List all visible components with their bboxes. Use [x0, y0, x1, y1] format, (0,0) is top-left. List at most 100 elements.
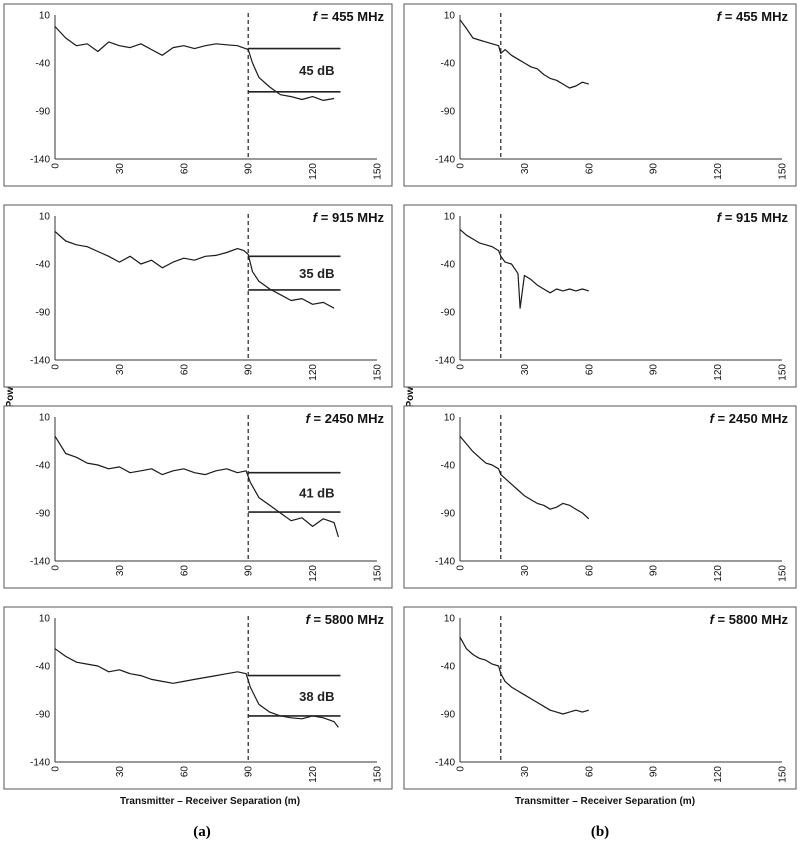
- x-tick-label: 120: [308, 163, 319, 180]
- y-tick-label: -90: [36, 710, 51, 721]
- panel-frame: [403, 405, 797, 589]
- x-tick-label: 150: [373, 364, 384, 381]
- x-tick-label: 90: [244, 766, 255, 778]
- received-power-series: [54, 230, 335, 309]
- frequency-equals: =: [317, 210, 332, 225]
- panel-frame: [403, 3, 797, 187]
- x-tick-label: 150: [373, 565, 384, 582]
- x-tick-label: 0: [456, 766, 467, 772]
- x-tick-label: 120: [308, 565, 319, 582]
- x-tick-label: 90: [649, 364, 660, 376]
- frequency-value: 915 MHz: [332, 210, 385, 225]
- frequency-label: f = 915 MHz: [313, 210, 385, 225]
- y-axis-title-b: Received Power (dBm): [405, 346, 416, 454]
- y-tick-label: -90: [441, 710, 456, 721]
- x-tick-label: 90: [244, 364, 255, 376]
- y-tick-label: -140: [435, 155, 455, 166]
- y-tick-label: -90: [36, 308, 51, 319]
- x-tick-label: 120: [713, 766, 724, 783]
- frequency-symbol: f: [717, 9, 723, 24]
- x-axis-title-a: Transmitter – Receiver Separation (m): [120, 796, 300, 807]
- y-tick-label: -40: [441, 662, 456, 673]
- x-tick-label: 150: [373, 766, 384, 783]
- frequency-label: f = 455 MHz: [313, 9, 385, 24]
- x-tick-label: 150: [373, 163, 384, 180]
- x-tick-label: 30: [115, 565, 126, 577]
- x-tick-label: 60: [179, 163, 190, 175]
- attenuation-label: 41 dB: [299, 485, 334, 500]
- x-tick-label: 0: [51, 364, 62, 370]
- y-tick-label: -140: [435, 758, 455, 769]
- panel-frame: [403, 204, 797, 388]
- frequency-value: 2450 MHz: [325, 411, 385, 426]
- y-tick-label: 10: [444, 212, 456, 223]
- frequency-equals: =: [714, 411, 729, 426]
- panel-frame: [3, 3, 393, 187]
- x-tick-label: 60: [584, 565, 595, 577]
- y-tick-label: -90: [36, 509, 51, 520]
- y-tick-label: 10: [39, 413, 51, 424]
- panel-frame: [403, 606, 797, 790]
- y-tick-label: 10: [39, 212, 51, 223]
- column-label-b: (b): [591, 824, 609, 840]
- frequency-label: f = 5800 MHz: [710, 612, 789, 627]
- frequency-value: 455 MHz: [332, 9, 385, 24]
- frequency-equals: =: [310, 612, 325, 627]
- y-tick-label: -40: [441, 260, 456, 271]
- received-power-series: [459, 636, 589, 715]
- frequency-label: f = 455 MHz: [717, 9, 789, 24]
- x-tick-label: 0: [456, 163, 467, 169]
- x-tick-label: 90: [244, 565, 255, 577]
- y-tick-label: -140: [30, 356, 50, 367]
- x-tick-label: 30: [115, 766, 126, 778]
- frequency-symbol: f: [710, 411, 716, 426]
- y-tick-label: -40: [36, 461, 51, 472]
- panel-frame: [3, 204, 393, 388]
- y-tick-label: -90: [441, 107, 456, 118]
- frequency-equals: =: [310, 411, 325, 426]
- x-tick-label: 0: [51, 163, 62, 169]
- y-tick-label: -140: [30, 758, 50, 769]
- frequency-label: f = 5800 MHz: [306, 612, 385, 627]
- frequency-equals: =: [721, 210, 736, 225]
- y-tick-label: 10: [444, 11, 456, 22]
- x-tick-label: 30: [520, 364, 531, 376]
- y-tick-label: -90: [441, 509, 456, 520]
- x-tick-label: 60: [584, 766, 595, 778]
- frequency-label: f = 2450 MHz: [306, 411, 385, 426]
- frequency-symbol: f: [313, 210, 319, 225]
- y-tick-label: -140: [435, 356, 455, 367]
- received-power-series: [54, 435, 339, 538]
- x-tick-label: 90: [649, 163, 660, 175]
- frequency-value: 5800 MHz: [729, 612, 789, 627]
- x-tick-label: 120: [713, 364, 724, 381]
- x-tick-label: 30: [115, 364, 126, 376]
- x-tick-label: 90: [244, 163, 255, 175]
- x-axis-title-b: Transmitter – Receiver Separation (m): [515, 796, 695, 807]
- x-tick-label: 30: [520, 565, 531, 577]
- frequency-symbol: f: [710, 612, 716, 627]
- x-tick-label: 150: [778, 766, 789, 783]
- x-tick-label: 120: [713, 163, 724, 180]
- x-tick-label: 120: [713, 565, 724, 582]
- frequency-symbol: f: [313, 9, 319, 24]
- x-tick-label: 60: [179, 766, 190, 778]
- panel-frame: [3, 606, 393, 790]
- x-tick-label: 30: [520, 163, 531, 175]
- x-tick-label: 0: [456, 364, 467, 370]
- x-tick-label: 120: [308, 766, 319, 783]
- frequency-value: 2450 MHz: [729, 411, 789, 426]
- frequency-value: 915 MHz: [736, 210, 789, 225]
- received-power-series: [459, 19, 589, 89]
- frequency-value: 5800 MHz: [325, 612, 385, 627]
- y-tick-label: -90: [36, 107, 51, 118]
- frequency-equals: =: [714, 612, 729, 627]
- x-tick-label: 90: [649, 565, 660, 577]
- x-tick-label: 120: [308, 364, 319, 381]
